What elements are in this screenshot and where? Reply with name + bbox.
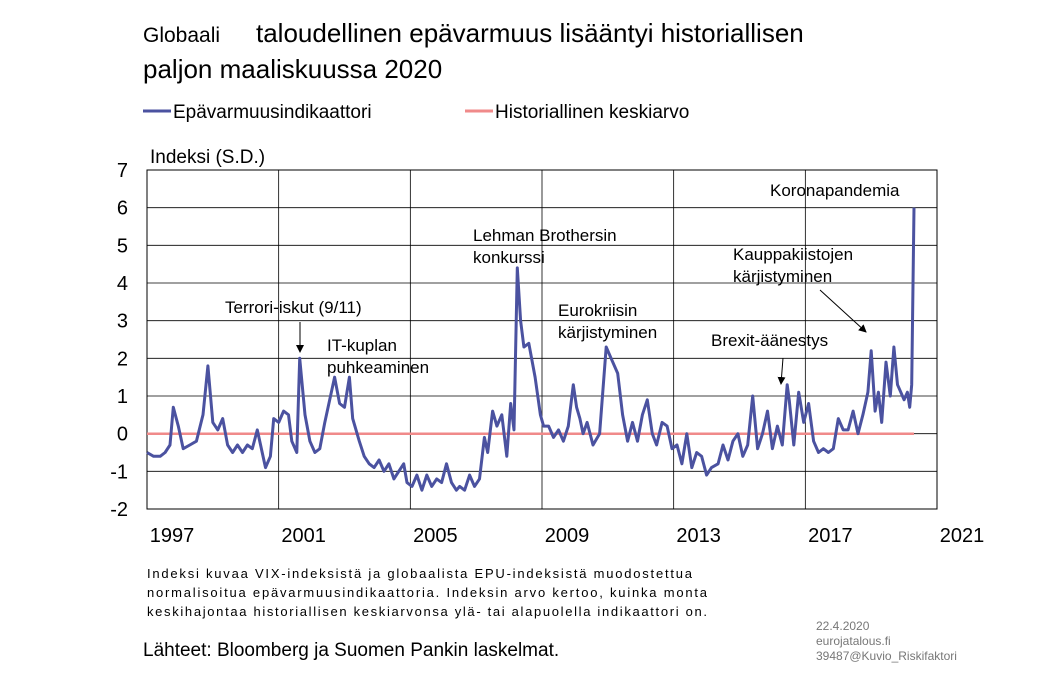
y-tick-label: 2 — [117, 348, 128, 370]
meta-text: 22.4.2020 — [816, 619, 870, 633]
y-tick-label: 0 — [117, 424, 128, 446]
y-tick-label: -1 — [110, 461, 128, 483]
y-tick-label: 6 — [117, 198, 128, 220]
note: Indeksi kuvaa VIX-indeksistä ja globaali… — [147, 566, 693, 581]
y-tick-label: 4 — [117, 273, 128, 295]
chart-title: paljon maaliskuussa 2020 — [143, 54, 442, 84]
annotation: Kauppakiistojen — [733, 245, 853, 264]
annotation: Terrori-iskut (9/11) — [225, 298, 362, 317]
annotation: kärjistyminen — [558, 323, 657, 342]
meta-text: 39487@Kuvio_Riskifaktori — [816, 649, 957, 663]
x-tick-label: 2017 — [808, 525, 853, 547]
meta-text: eurojatalous.fi — [816, 634, 891, 648]
x-tick-label: 2013 — [676, 525, 721, 547]
y-tick-label: 3 — [117, 311, 128, 333]
arrow — [777, 357, 786, 385]
x-tick-label: 1997 — [150, 525, 195, 547]
annotation: puhkeaminen — [327, 358, 429, 377]
series-line — [146, 207, 916, 492]
annotation: Eurokriisin — [558, 301, 637, 320]
chart-title: Globaali — [143, 24, 220, 47]
note: normalisoitua epävarmuusindikaattoria. I… — [147, 585, 708, 600]
annotation: Lehman Brothersin — [473, 226, 617, 245]
annotation: kärjistyminen — [733, 267, 832, 286]
x-tick-label: 2005 — [413, 525, 458, 547]
annotation: Brexit-äänestys — [711, 331, 828, 350]
chart-title: taloudellinen epävarmuus lisääntyi histo… — [256, 18, 804, 48]
x-tick-label: 2021 — [940, 525, 985, 547]
y-tick-label: 7 — [117, 160, 128, 182]
x-tick-label: 2001 — [281, 525, 326, 547]
y-axis-label: Indeksi (S.D.) — [150, 147, 265, 168]
legend-label: Epävarmuusindikaattori — [173, 102, 372, 123]
legend-label: Historiallinen keskiarvo — [495, 102, 689, 123]
x-tick-label: 2009 — [545, 525, 590, 547]
annotation: konkurssi — [473, 248, 545, 267]
y-tick-label: -2 — [110, 499, 128, 521]
y-tick-label: 5 — [117, 235, 128, 257]
source: Lähteet: Bloomberg ja Suomen Pankin lask… — [143, 640, 559, 661]
note: keskihajontaa historiallisen keskiarvons… — [147, 604, 707, 619]
y-tick-label: 1 — [117, 386, 128, 408]
annotation: IT-kuplan — [327, 336, 397, 355]
arrow — [819, 289, 867, 333]
plot-border — [146, 169, 938, 510]
annotation: Koronapandemia — [770, 181, 900, 200]
